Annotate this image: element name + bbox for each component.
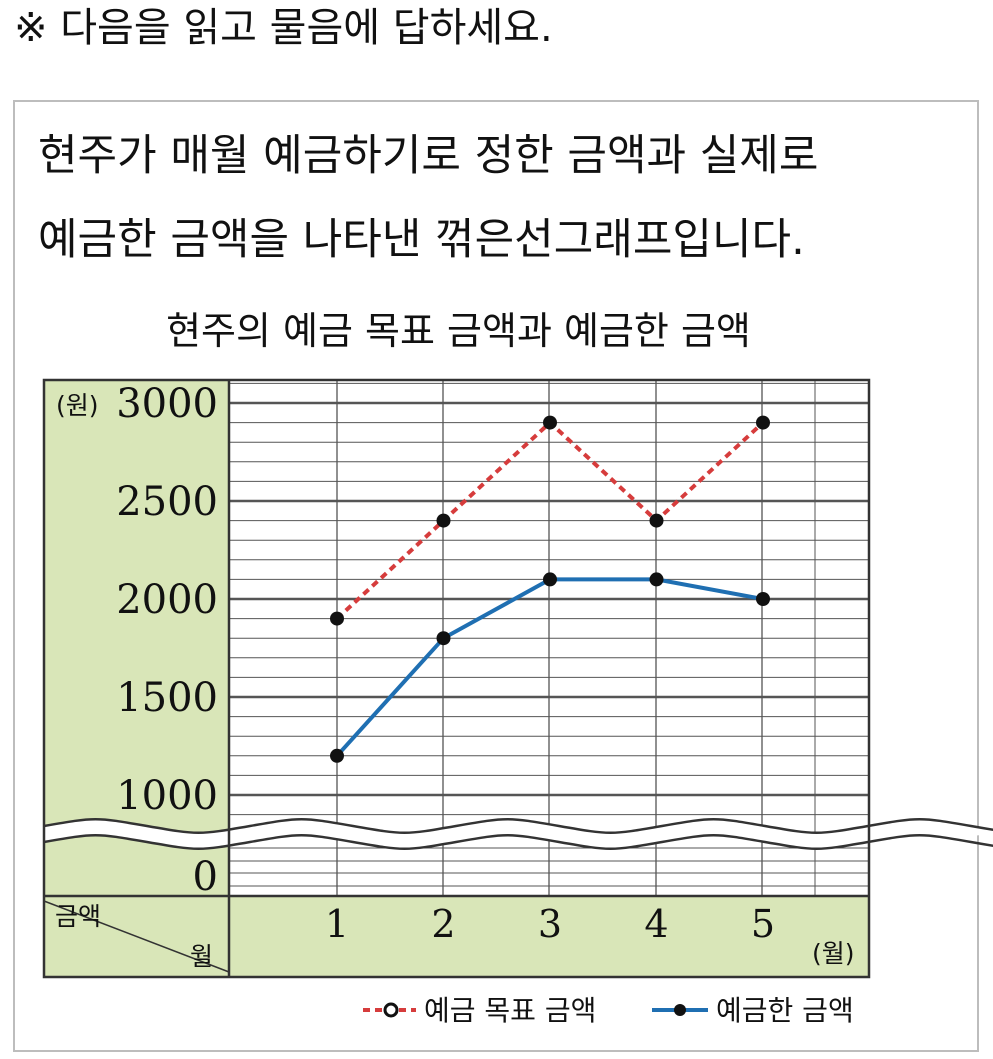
chart-background [44, 380, 869, 977]
y-axis-band [44, 380, 229, 896]
data-point [649, 572, 664, 587]
description-line-1: 현주가 매월 예금하기로 정한 금액과 실제로 [38, 131, 819, 181]
chart-frame [42, 378, 871, 979]
data-point [543, 572, 557, 587]
corner-label-top: 금액 [55, 902, 101, 931]
corner-label-bottom: 월 [190, 942, 213, 971]
y-tick-label: 0 [193, 854, 218, 900]
chart-title: 현주의 예금 목표 금액과 예금한 금액 [166, 309, 751, 353]
x-unit-label: (월) [812, 939, 855, 968]
data-point [649, 513, 664, 528]
chart-border [42, 378, 871, 979]
x-tick-label: 4 [644, 902, 668, 946]
axis-break-line [43, 834, 993, 850]
x-tick-label: 3 [538, 902, 562, 946]
series-layer [330, 415, 770, 763]
axis-break [42, 818, 993, 850]
axis-labels: 3000 2500 2000 1500 1000 0 (원) 1 2 3 4 5 (월) 금액월 [55, 381, 855, 971]
legend-marker-target [383, 1002, 399, 1018]
data-point [330, 748, 344, 763]
axis-break-line [43, 818, 993, 834]
instruction-text: ※ 다음을 읽고 물음에 답하세요. [14, 5, 553, 51]
description-line-2: 예금한 금액을 나타낸 꺾은선그래프입니다. [38, 215, 805, 265]
data-point [756, 415, 770, 430]
data-point [436, 513, 451, 528]
x-tick-label: 1 [325, 902, 349, 946]
data-point [330, 611, 344, 626]
axis-break-fill [42, 819, 993, 849]
y-tick-label: 3000 [116, 381, 218, 427]
x-tick-label: 2 [431, 902, 455, 946]
data-point [543, 415, 557, 430]
y-tick-label: 2000 [116, 577, 218, 623]
y-tick-label: 1000 [116, 773, 218, 819]
corner-diagonal [43, 900, 230, 973]
legend-label-actual: 예금한 금액 [716, 994, 854, 1027]
legend-marker-actual [674, 1004, 686, 1016]
data-point [436, 631, 451, 646]
chart-legend: 예금 목표 금액 예금한 금액 [363, 994, 854, 1027]
y-tick-label: 1500 [116, 675, 218, 721]
series-line-2 [335, 577, 764, 758]
legend-label-target: 예금 목표 금액 [424, 994, 596, 1027]
data-point [756, 592, 770, 606]
x-axis-band [44, 896, 869, 977]
y-tick-label: 2500 [116, 479, 218, 525]
x-tick-label: 5 [751, 902, 775, 946]
question-frame [13, 100, 979, 1052]
y-unit-label: (원) [56, 391, 99, 420]
chart-grid [229, 380, 869, 896]
